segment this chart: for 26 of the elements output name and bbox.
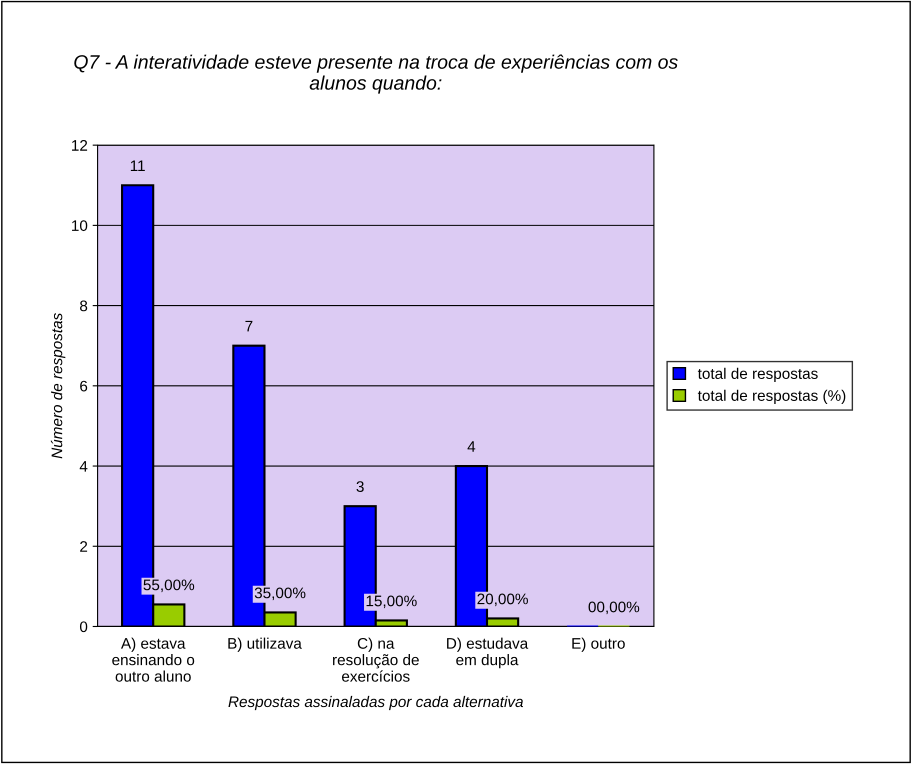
y-tick-label: 6 (80, 380, 88, 392)
legend-label: total de respostas (698, 368, 818, 382)
y-tick-label: 2 (80, 541, 88, 552)
data-label: 00,00% (588, 602, 640, 614)
x-tick-label: D) estudava em dupla (447, 638, 528, 668)
x-tick-label: A) estava ensinando o outro aluno (112, 638, 194, 682)
y-tick-label: 8 (80, 300, 88, 312)
data-label: 35,00% (254, 587, 306, 600)
x-tick-label: B) utilizava (228, 638, 302, 652)
y-axis-title: Número de respostas (50, 313, 66, 458)
data-label: 20,00% (477, 594, 528, 606)
y-tick-label: 10 (72, 220, 88, 232)
x-axis-title: Respostas assinaladas por cada alternativa (228, 696, 524, 710)
y-tick-label: 4 (80, 461, 88, 472)
data-label: 3 (356, 481, 364, 492)
y-tick-label: 0 (80, 621, 88, 632)
chart-title: Q7 - A interatividade esteve presente na troca de experiências com os alunos quando: (74, 54, 678, 94)
legend-label: total de respostas (%) (698, 390, 846, 404)
data-label: 4 (468, 441, 476, 452)
data-label: 7 (245, 320, 252, 332)
data-label: 55,00% (143, 579, 194, 592)
x-tick-label: C) na resolução de exercícios (333, 638, 419, 682)
data-label: 15,00% (366, 596, 417, 608)
y-tick-label: 12 (72, 140, 88, 151)
x-tick-label: E) outro (572, 638, 625, 652)
data-label: 11 (130, 160, 145, 171)
